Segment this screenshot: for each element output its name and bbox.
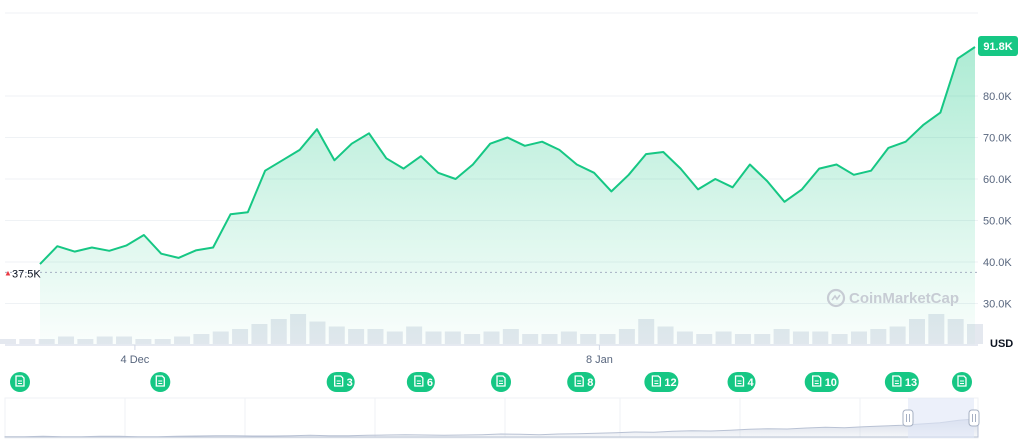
navigator-area — [4, 418, 979, 438]
event-marker-bg — [10, 372, 30, 392]
current-price-label: 91.8K — [983, 41, 1012, 53]
price-area — [40, 47, 975, 345]
event-markers: 3 6 8 12 4 10 13 — [10, 372, 972, 392]
event-count: 8 — [587, 377, 593, 389]
price-line — [39, 46, 976, 265]
watermark: CoinMarketCap — [826, 288, 959, 308]
y-tick-label: 70.0K — [983, 133, 1012, 145]
document-icon — [155, 375, 165, 387]
document-icon — [812, 375, 822, 387]
event-marker[interactable]: 4 — [727, 372, 756, 392]
document-icon — [892, 375, 902, 387]
document-icon — [574, 375, 584, 387]
event-marker-bg — [150, 372, 171, 392]
watermark-text: CoinMarketCap — [849, 290, 959, 307]
event-count: 10 — [825, 377, 837, 389]
y-tick-label: 60.0K — [983, 174, 1012, 186]
event-marker[interactable] — [10, 372, 30, 392]
x-tick-label: 8 Jan — [586, 354, 613, 366]
document-icon — [957, 375, 967, 387]
y-tick-label: 80.0K — [983, 91, 1012, 103]
currency-label: USD — [990, 338, 1013, 350]
document-icon — [734, 375, 745, 387]
event-marker-bg — [567, 372, 596, 392]
event-count: 4 — [748, 377, 755, 389]
volume-bar — [19, 339, 36, 344]
navigator-left-handle[interactable] — [902, 409, 914, 427]
current-price-badge: 91.8K — [978, 36, 1018, 56]
y-axis: 80.0K 70.0K 60.0K 50.0K 40.0K 30.0K — [983, 91, 1012, 311]
low-price-label: 37.5K — [12, 268, 41, 280]
y-tick-label: 40.0K — [983, 257, 1012, 269]
low-price-arrow: ▲ — [4, 268, 12, 277]
navigator-selection[interactable] — [908, 398, 974, 438]
event-count: 3 — [347, 377, 353, 389]
event-marker-bg — [727, 372, 756, 392]
event-marker[interactable] — [952, 372, 972, 392]
event-marker[interactable] — [150, 372, 171, 392]
event-marker[interactable]: 6 — [406, 372, 435, 392]
document-icon — [651, 375, 662, 387]
low-price-marker: ▲ 37.5K — [4, 268, 41, 280]
event-count: 12 — [664, 377, 676, 389]
y-tick-label: 50.0K — [983, 216, 1012, 228]
event-marker[interactable]: 8 — [567, 372, 596, 392]
document-icon — [414, 375, 424, 387]
event-marker[interactable] — [491, 372, 512, 392]
event-marker[interactable]: 12 — [644, 372, 679, 392]
event-marker-bg — [326, 372, 355, 392]
event-marker[interactable]: 10 — [804, 372, 839, 392]
event-marker[interactable]: 3 — [326, 372, 355, 392]
x-tick-label: 4 Dec — [121, 354, 150, 366]
event-marker-bg — [491, 372, 512, 392]
y-tick-label: 30.0K — [983, 299, 1012, 311]
document-icon — [496, 375, 506, 387]
event-marker-bg — [406, 372, 435, 392]
coinmarketcap-logo-icon — [826, 288, 846, 308]
navigator-right-handle[interactable] — [968, 409, 980, 427]
event-count: 13 — [905, 377, 917, 389]
event-count: 6 — [427, 377, 433, 389]
event-marker-bg — [952, 372, 972, 392]
event-marker[interactable]: 13 — [884, 372, 919, 392]
volume-bar — [0, 339, 16, 344]
range-navigator[interactable] — [4, 397, 980, 439]
document-icon — [15, 375, 25, 387]
document-icon — [334, 375, 344, 387]
